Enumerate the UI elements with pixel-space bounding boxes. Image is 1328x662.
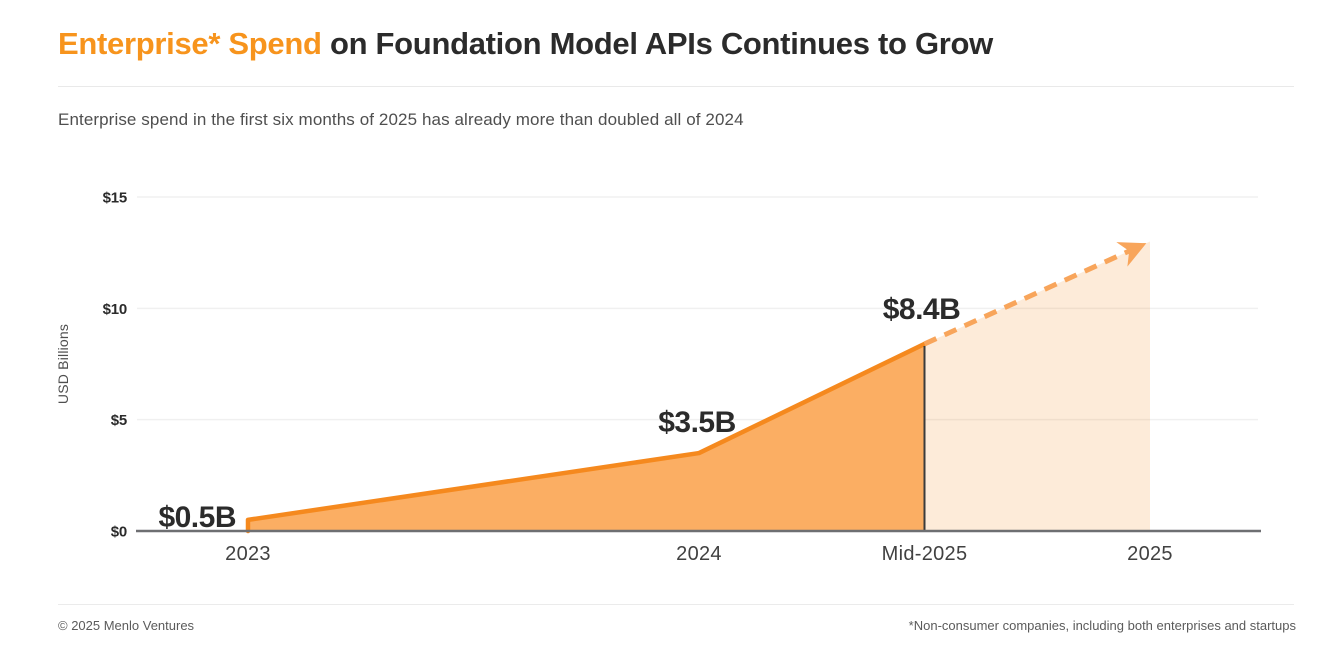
- projection-dashed-line: [923, 242, 1147, 347]
- title-rest: on Foundation Model APIs Continues to Gr…: [321, 26, 993, 61]
- page-title: Enterprise* Spend on Foundation Model AP…: [58, 26, 993, 62]
- x-category-label: Mid-2025: [882, 543, 968, 565]
- y-tick-label: $15: [103, 190, 127, 207]
- spend-line: [245, 341, 927, 534]
- value-label: $3.5B: [658, 406, 736, 439]
- spend-area: [248, 343, 925, 531]
- value-label: $8.4B: [883, 293, 961, 326]
- copyright-text: © 2025 Menlo Ventures: [58, 618, 195, 633]
- footer-divider: [58, 604, 1294, 605]
- y-tick-label: $5: [111, 412, 127, 429]
- footnote-text: *Non-consumer companies, including both …: [908, 618, 1296, 633]
- projection-area: [924, 241, 1150, 531]
- spend-area-chart: $0 $5 $10 $15 2023 2024 Mid-2025 2025 $0.5B $3.5B…: [55, 190, 1261, 565]
- y-tick-label: $10: [103, 301, 127, 318]
- x-category-label: 2025: [1127, 543, 1173, 565]
- y-axis-title: USD Billions: [55, 324, 71, 404]
- title-highlight: Enterprise* Spend: [58, 26, 322, 61]
- x-category-label: 2024: [676, 543, 722, 565]
- x-category-label: 2023: [225, 543, 271, 565]
- value-label: $0.5B: [158, 501, 236, 534]
- chart-subtitle: Enterprise spend in the first six months…: [58, 110, 744, 129]
- y-tick-label: $0: [111, 524, 127, 541]
- header-divider: [58, 86, 1294, 87]
